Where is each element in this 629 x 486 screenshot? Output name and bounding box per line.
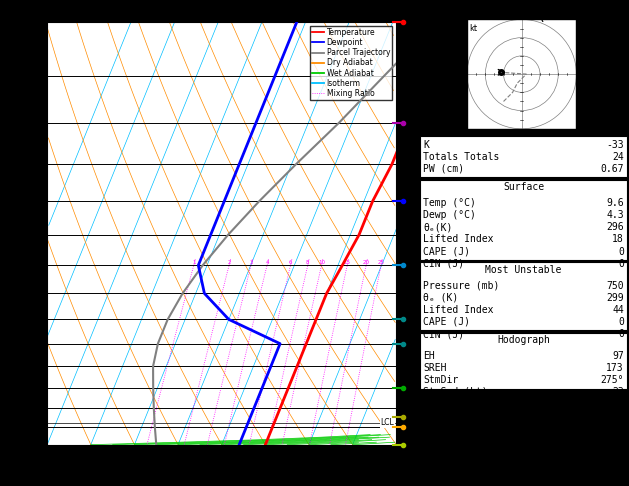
Text: Temp (°C): Temp (°C) (423, 198, 476, 208)
Text: SREH: SREH (423, 363, 447, 373)
Text: Mixing Ratio (g/kg): Mixing Ratio (g/kg) (408, 203, 416, 283)
Text: 10: 10 (318, 260, 325, 265)
Text: 4: 4 (265, 260, 269, 265)
Text: 3: 3 (249, 260, 253, 265)
Text: 18: 18 (612, 234, 624, 244)
Text: 20: 20 (362, 260, 370, 265)
Text: 0: 0 (618, 246, 624, 257)
Text: 9.6: 9.6 (606, 198, 624, 208)
Text: 275°: 275° (601, 375, 624, 385)
Text: StmDir: StmDir (423, 375, 459, 385)
Text: PW (cm): PW (cm) (423, 164, 464, 174)
Text: LCL: LCL (381, 418, 394, 428)
Text: CAPE (J): CAPE (J) (423, 317, 470, 327)
Text: 750: 750 (606, 280, 624, 291)
Text: 44: 44 (612, 305, 624, 315)
Text: 299: 299 (606, 293, 624, 303)
Text: K: K (423, 139, 429, 150)
Text: Hodograph: Hodograph (497, 335, 550, 346)
X-axis label: Dewpoint / Temperature (°C): Dewpoint / Temperature (°C) (142, 470, 302, 480)
Text: EH: EH (423, 351, 435, 361)
Text: -33: -33 (606, 139, 624, 150)
Text: Lifted Index: Lifted Index (423, 234, 494, 244)
Text: 15: 15 (343, 260, 351, 265)
Text: θₑ (K): θₑ (K) (423, 293, 459, 303)
Text: kt: kt (469, 24, 477, 33)
Text: 24: 24 (612, 152, 624, 162)
Text: 0: 0 (618, 329, 624, 339)
Text: Lifted Index: Lifted Index (423, 305, 494, 315)
Text: 97: 97 (612, 351, 624, 361)
Y-axis label: hPa: hPa (0, 223, 8, 243)
Text: CIN (J): CIN (J) (423, 259, 464, 269)
Text: 23: 23 (612, 387, 624, 398)
Text: -34°49'S  301°32'W  21m  ASL: -34°49'S 301°32'W 21m ASL (47, 11, 217, 21)
Text: 28.04.2024  12GMT  (Base: 18): 28.04.2024 12GMT (Base: 18) (420, 12, 601, 22)
Text: 6: 6 (289, 260, 292, 265)
Text: 25: 25 (377, 260, 384, 265)
Text: 0: 0 (618, 317, 624, 327)
Y-axis label: km
ASL: km ASL (415, 224, 437, 243)
Text: 0.67: 0.67 (601, 164, 624, 174)
Text: Most Unstable: Most Unstable (486, 265, 562, 275)
Text: 2: 2 (227, 260, 231, 265)
Text: Dewp (°C): Dewp (°C) (423, 210, 476, 220)
Text: 4.3: 4.3 (606, 210, 624, 220)
Legend: Temperature, Dewpoint, Parcel Trajectory, Dry Adiabat, Wet Adiabat, Isotherm, Mi: Temperature, Dewpoint, Parcel Trajectory… (310, 26, 392, 100)
Text: © weatheronline.co.uk: © weatheronline.co.uk (470, 471, 574, 480)
Text: Surface: Surface (503, 182, 544, 192)
Text: Pressure (mb): Pressure (mb) (423, 280, 499, 291)
Text: 0: 0 (618, 259, 624, 269)
Text: 296: 296 (606, 222, 624, 232)
Text: CIN (J): CIN (J) (423, 329, 464, 339)
Text: 173: 173 (606, 363, 624, 373)
Text: 1: 1 (192, 260, 196, 265)
Text: θₑ(K): θₑ(K) (423, 222, 453, 232)
Text: 8: 8 (306, 260, 309, 265)
Text: CAPE (J): CAPE (J) (423, 246, 470, 257)
Text: Totals Totals: Totals Totals (423, 152, 499, 162)
Text: StmSpd (kt): StmSpd (kt) (423, 387, 488, 398)
